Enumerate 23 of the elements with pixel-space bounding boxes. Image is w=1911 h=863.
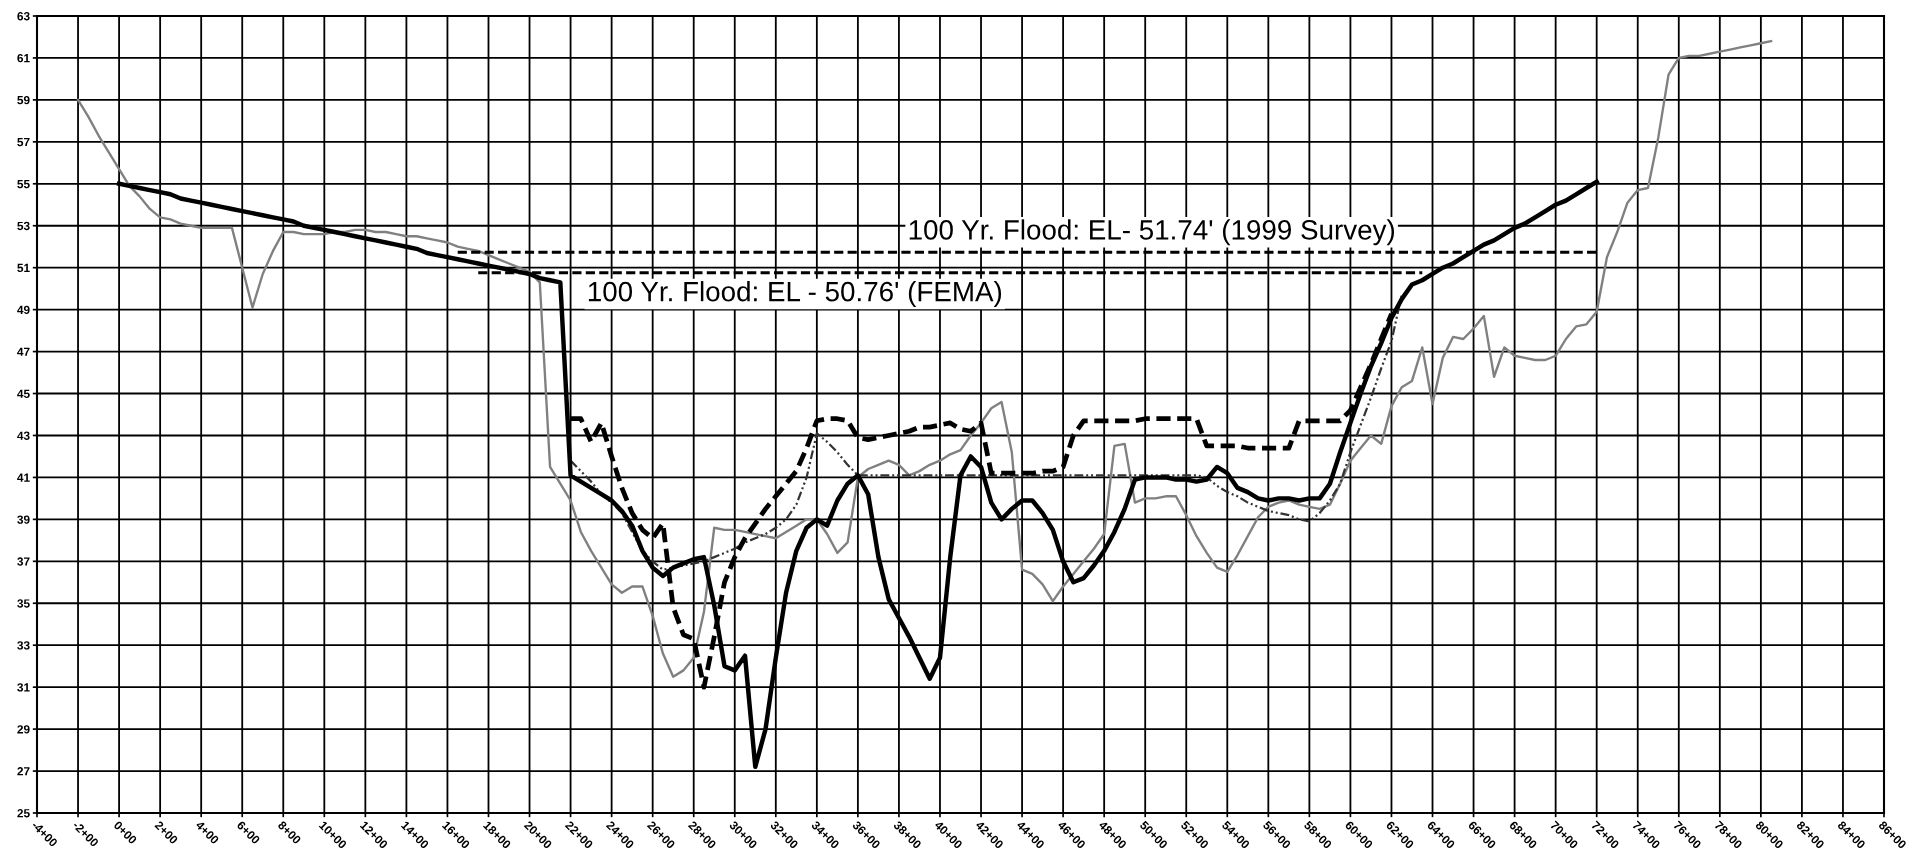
y-tick-label: 59 (17, 95, 30, 105)
series-label: 100 Yr. Flood: EL - 50.76' (FEMA) (588, 281, 1002, 307)
y-tick-label: 53 (17, 221, 30, 231)
y-tick-label: 49 (17, 305, 30, 315)
y-tick-label: 61 (17, 53, 30, 63)
y-tick-label: 47 (17, 347, 30, 356)
y-tick-label: 55 (17, 179, 30, 189)
y-tick-label: 41 (17, 473, 30, 482)
y-tick-label: 29 (17, 725, 30, 734)
line-series (76, 39, 1773, 678)
y-tick-label: 45 (17, 389, 30, 398)
y-tick-label: 57 (17, 138, 30, 147)
y-tick-label: 35 (17, 599, 30, 608)
y-tick-label: 39 (17, 515, 30, 524)
y-tick-label: 33 (17, 641, 30, 650)
y-tick-label: 43 (17, 431, 30, 440)
y-tick-label: 27 (17, 767, 30, 776)
y-tick-label: 31 (17, 683, 30, 692)
y-tick-label: 63 (17, 12, 30, 21)
y-tick-label: 25 (17, 809, 30, 818)
y-tick-label: 37 (17, 557, 30, 566)
series-label: 100 Yr. Flood: EL- 51.74' (1999 Survey) (909, 219, 1395, 246)
y-tick-label: 51 (17, 263, 30, 273)
